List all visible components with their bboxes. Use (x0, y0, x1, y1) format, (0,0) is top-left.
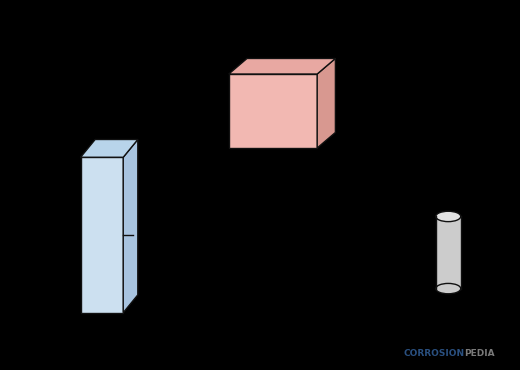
Polygon shape (229, 74, 317, 148)
Polygon shape (123, 139, 138, 313)
Text: CORROSION: CORROSION (403, 349, 464, 358)
Polygon shape (81, 139, 138, 157)
Ellipse shape (436, 211, 461, 222)
Polygon shape (229, 58, 335, 74)
Text: PEDIA: PEDIA (464, 349, 495, 358)
Polygon shape (81, 157, 123, 313)
Ellipse shape (436, 283, 461, 294)
Polygon shape (317, 58, 335, 148)
Polygon shape (436, 216, 461, 289)
